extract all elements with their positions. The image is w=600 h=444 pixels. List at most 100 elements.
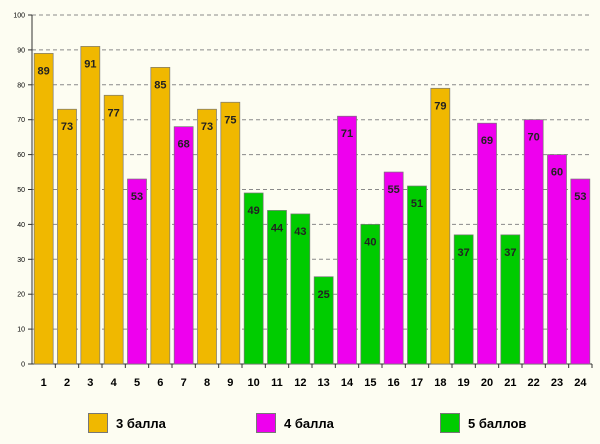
bar-23 [547,154,567,365]
legend-item-5: 5 баллов [440,412,526,434]
x-tick-label-10: 10 [248,377,260,389]
x-tick-label-14: 14 [341,377,354,389]
bar-13 [313,276,334,365]
data-label-14: 71 [341,128,353,140]
legend-swatch-5 [440,413,460,433]
x-tick-label-24: 24 [574,377,587,389]
bars [33,46,591,365]
bar-3 [80,46,101,365]
bar-12 [290,213,311,365]
y-tick-label-10: 10 [17,327,25,334]
data-label-4: 77 [108,107,120,119]
data-label-11: 44 [271,222,284,234]
y-tick-label-90: 90 [17,47,25,54]
x-tick-label-22: 22 [528,377,540,389]
bar-5 [127,178,147,365]
data-label-22: 70 [528,132,540,144]
x-tick-label-5: 5 [134,377,140,389]
y-tick-label-60: 60 [17,152,25,159]
x-tick-label-9: 9 [227,377,233,389]
data-label-24: 53 [574,191,586,203]
x-tick-label-18: 18 [434,377,446,389]
data-label-21: 37 [504,247,516,259]
data-label-1: 89 [38,65,50,77]
bar-22 [523,119,544,365]
legend-swatch-4 [256,413,276,433]
x-tick-label-19: 19 [458,377,470,389]
data-label-17: 51 [411,198,423,210]
y-tick-label-70: 70 [17,117,25,124]
data-label-16: 55 [388,184,400,196]
bar-1 [33,53,54,365]
bar-19 [453,234,474,365]
bar-16 [383,171,404,365]
bar-20 [477,122,497,365]
legend-swatch-3 [88,413,108,433]
gridlines [32,14,592,330]
x-tick-label-20: 20 [481,377,493,389]
x-tick-label-21: 21 [504,377,516,389]
data-label-3: 91 [84,58,96,70]
data-label-20: 69 [481,135,493,147]
legend: 3 балла 4 балла 5 баллов [0,408,600,438]
y-tick-label-80: 80 [17,82,25,89]
data-label-19: 37 [458,247,470,259]
x-tick-label-23: 23 [551,377,563,389]
bar-2 [57,108,77,365]
bar-18 [430,87,451,365]
bar-10 [243,192,264,365]
bar-21 [500,234,521,365]
x-tick-label-8: 8 [204,377,210,389]
y-tick-label-100: 100 [13,13,25,20]
bar-4 [103,94,124,365]
y-tick-label-40: 40 [17,222,25,229]
bar-15 [360,224,381,365]
data-label-7: 68 [178,139,190,151]
x-tick-label-12: 12 [294,377,306,389]
data-label-2: 73 [61,121,73,133]
data-label-23: 60 [551,167,563,179]
x-tick-label-2: 2 [64,377,70,389]
x-tick-label-13: 13 [318,377,330,389]
x-tick-label-11: 11 [271,377,283,389]
data-labels: 89 73 91 77 53 85 68 73 75 49 44 43 25 71 40 55 51 79 37 69… [38,58,587,300]
legend-label-3: 3 балла [116,415,166,431]
y-tick-label-0: 0 [21,362,25,369]
data-label-5: 53 [131,191,143,203]
data-label-9: 75 [224,114,236,126]
data-label-18: 79 [434,100,446,112]
x-tick-label-3: 3 [87,377,93,389]
bar-17 [407,185,427,365]
data-label-13: 25 [318,289,330,301]
bar-24 [570,178,591,365]
data-label-6: 85 [154,79,166,91]
bar-14 [337,115,357,365]
bar-9 [220,101,241,365]
bar-6 [150,66,171,365]
legend-item-3: 3 балла [88,412,166,434]
axes [28,14,593,368]
legend-label-4: 4 балла [284,415,334,431]
x-tick-label-4: 4 [111,377,118,389]
y-tick-label-50: 50 [17,187,25,194]
x-tick-label-15: 15 [364,377,376,389]
data-label-15: 40 [364,236,376,248]
data-label-12: 43 [294,226,306,238]
y-tick-label-20: 20 [17,292,25,299]
bar-11 [267,210,287,365]
x-tick-label-7: 7 [181,377,187,389]
x-tick-label-17: 17 [411,377,423,389]
data-label-8: 73 [201,121,213,133]
legend-item-4: 4 балла [256,412,334,434]
x-tick-label-6: 6 [157,377,163,389]
data-label-10: 49 [248,205,260,217]
bar-8 [197,108,217,365]
legend-label-5: 5 баллов [468,415,527,431]
x-tick-label-16: 16 [388,377,400,389]
bar-7 [173,126,194,365]
x-tick-label-1: 1 [41,377,47,389]
y-tick-label-30: 30 [17,257,25,264]
